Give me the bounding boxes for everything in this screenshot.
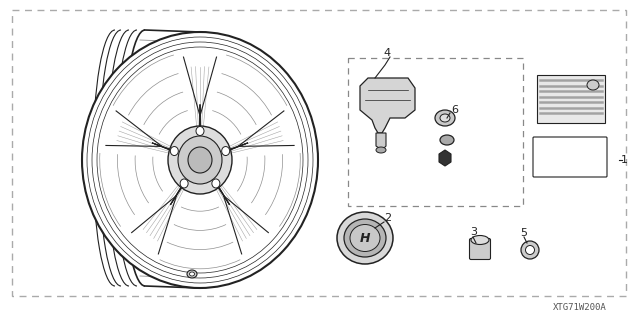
Ellipse shape (337, 212, 393, 264)
Ellipse shape (350, 225, 380, 251)
Ellipse shape (82, 32, 318, 288)
Ellipse shape (344, 219, 386, 257)
Ellipse shape (221, 146, 230, 156)
Ellipse shape (178, 136, 222, 184)
Ellipse shape (187, 270, 197, 278)
Ellipse shape (196, 127, 204, 136)
FancyBboxPatch shape (470, 239, 490, 259)
Text: 2: 2 (385, 213, 392, 223)
Bar (537, 75, 605, 123)
FancyBboxPatch shape (533, 137, 607, 177)
Polygon shape (439, 150, 451, 166)
Ellipse shape (212, 179, 220, 188)
Text: 3: 3 (470, 227, 477, 237)
Ellipse shape (587, 80, 599, 90)
Text: H: H (360, 232, 371, 244)
Ellipse shape (180, 179, 188, 188)
Ellipse shape (376, 147, 386, 153)
Ellipse shape (168, 126, 232, 194)
Ellipse shape (525, 246, 534, 255)
Ellipse shape (471, 235, 489, 244)
Polygon shape (376, 133, 386, 150)
Text: 1: 1 (621, 155, 627, 165)
Ellipse shape (189, 272, 195, 276)
Text: 6: 6 (451, 105, 458, 115)
Bar (12, 10, 626, 296)
Ellipse shape (521, 241, 539, 259)
Text: XTG71W200A: XTG71W200A (553, 303, 607, 313)
Ellipse shape (170, 146, 179, 156)
Text: 5: 5 (520, 228, 527, 238)
Bar (348, 58, 523, 206)
Ellipse shape (440, 114, 450, 122)
Ellipse shape (435, 110, 455, 126)
Polygon shape (360, 78, 415, 133)
Ellipse shape (188, 147, 212, 173)
Text: 4: 4 (383, 48, 390, 58)
Ellipse shape (440, 135, 454, 145)
